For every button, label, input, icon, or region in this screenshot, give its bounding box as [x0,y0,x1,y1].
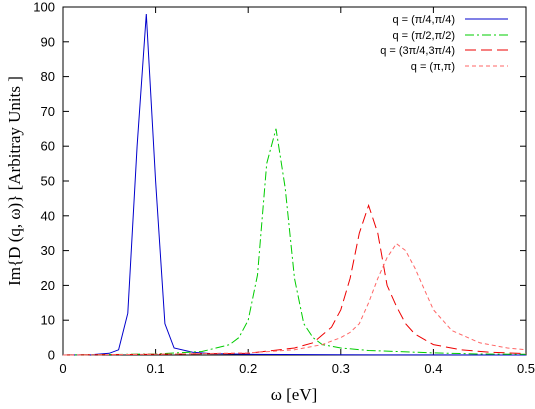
legend-label-2: q = (π/2,π/2) [392,30,455,42]
plot-frame [62,6,527,356]
x-tick-label: 0.3 [332,361,350,376]
y-tick-label: 70 [41,104,55,119]
y-tick-label: 60 [41,139,55,154]
y-axis-label: Im{D (q, ω)} [Arbitray Units ] [5,76,24,286]
legend: q = (π/4,π/4) q = (π/2,π/2) q = (3π/4,3π/4… [380,14,508,73]
y-tick-label: 40 [41,208,55,223]
y-tick-label: 90 [41,34,55,49]
y-tick-label: 10 [41,313,55,328]
y-tick-label: 100 [33,0,55,15]
y-tick-label: 0 [48,348,55,363]
legend-label-1: q = (π/4,π/4) [392,14,455,26]
x-tick-label: 0.1 [147,361,165,376]
y-tick-label: 80 [41,69,55,84]
series-line-3 [62,203,527,356]
x-tick-labels: 0 0.1 0.2 0.3 0.4 0.5 [59,361,535,376]
y-tick-label: 50 [41,174,55,189]
x-axis-label: ω [eV] [271,385,318,404]
x-tick-label: 0.5 [517,361,535,376]
y-tick-label: 30 [41,243,55,258]
legend-label-3: q = (3π/4,3π/4) [380,45,455,57]
y-tick-labels: 0 10 20 30 40 50 60 70 80 90 100 [33,0,55,363]
series-line-1 [62,13,527,356]
series-line-4 [62,242,527,356]
x-tick-label: 0.2 [239,361,257,376]
x-tick-label: 0.4 [424,361,442,376]
y-tick-label: 20 [41,278,55,293]
series-line-2 [62,128,527,356]
series-layer [62,13,527,356]
x-tick-label: 0 [59,361,66,376]
axis-ticks [62,6,527,356]
legend-label-4: q = (π,π) [411,61,455,73]
